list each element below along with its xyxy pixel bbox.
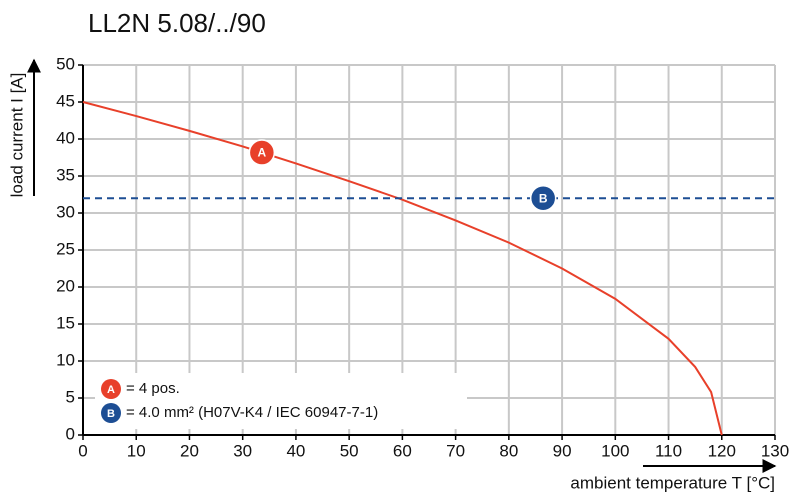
grid <box>78 64 776 440</box>
series-marker-label: B <box>539 191 548 205</box>
y-tick-label: 25 <box>56 239 75 258</box>
x-tick-label: 0 <box>78 441 87 460</box>
y-tick-label: 10 <box>56 350 75 369</box>
y-tick-label: 5 <box>66 387 75 406</box>
legend-label: = 4.0 mm² (H07V-K4 / IEC 60947-7-1) <box>126 404 378 421</box>
legend-marker-label: A <box>107 384 115 396</box>
legend-label: = 4 pos. <box>126 380 180 397</box>
x-tick-label: 10 <box>127 441 146 460</box>
plot: AB <box>82 101 775 436</box>
series-line <box>82 101 723 436</box>
x-tick-label: 100 <box>601 441 629 460</box>
x-tick-label: 30 <box>233 441 252 460</box>
legend-marker <box>101 403 121 423</box>
legend-box <box>95 373 467 429</box>
y-tick-label: 35 <box>56 165 75 184</box>
series-marker-label: A <box>258 146 267 160</box>
chart-title: LL2N 5.08/../90 <box>88 8 266 38</box>
y-tick-label: 0 <box>66 424 75 443</box>
y-tick-label: 40 <box>56 128 75 147</box>
x-tick-label: 120 <box>708 441 736 460</box>
y-axis-label: load current I [A] <box>7 73 26 198</box>
series-marker <box>529 184 557 212</box>
x-tick-label: 20 <box>180 441 199 460</box>
x-tick-label: 50 <box>340 441 359 460</box>
x-tick-label: 60 <box>393 441 412 460</box>
x-tick-label: 90 <box>553 441 572 460</box>
series-marker <box>248 139 276 166</box>
x-axis-label: ambient temperature T [°C] <box>570 473 775 492</box>
legend: A = 4 pos. B = 4.0 mm² (H07V-K4 / IEC 60947… <box>95 373 467 429</box>
legend-marker-label: B <box>107 408 115 420</box>
y-tick-label: 20 <box>56 276 75 295</box>
legend-marker <box>101 379 121 399</box>
y-tick-label: 50 <box>56 54 75 73</box>
x-tick-label: 80 <box>499 441 518 460</box>
x-tick-label: 40 <box>286 441 305 460</box>
x-tick-label: 110 <box>655 441 682 460</box>
y-tick-label: 30 <box>56 202 75 221</box>
y-tick-label: 45 <box>56 91 75 110</box>
y-tick-label: 15 <box>56 313 75 332</box>
x-tick-label: 70 <box>446 441 465 460</box>
x-tick-label: 130 <box>761 441 789 460</box>
